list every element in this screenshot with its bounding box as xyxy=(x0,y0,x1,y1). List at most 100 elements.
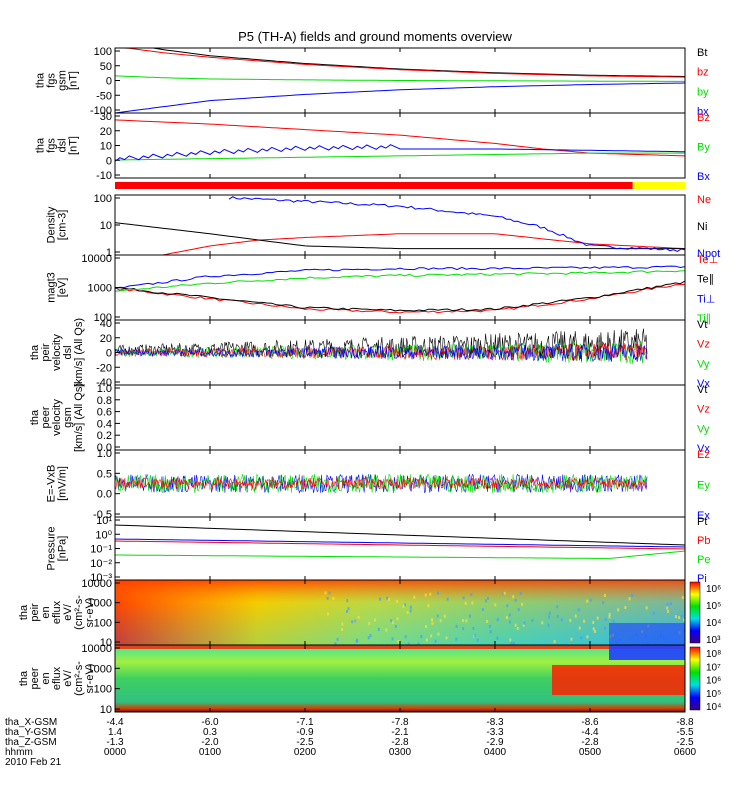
spectrogram-speckle xyxy=(548,611,551,615)
spectrogram-speckle xyxy=(346,609,349,613)
spectrogram-speckle xyxy=(462,596,465,600)
y-tick-label: 100 xyxy=(94,617,112,629)
spectrogram-speckle xyxy=(580,636,583,640)
y-axis-label: gsm xyxy=(57,70,69,91)
legend-By: By xyxy=(697,142,710,154)
colorbar-p10 xyxy=(689,646,701,711)
y-tick-label: 10 xyxy=(100,220,112,232)
y-tick-label: 10000 xyxy=(81,253,112,265)
panel-p2 xyxy=(114,119,686,162)
spectrogram-speckle xyxy=(608,615,611,619)
spectrogram-speckle xyxy=(374,618,377,622)
spectrogram-speckle xyxy=(624,605,627,609)
y-tick-label: 10000 xyxy=(81,578,112,590)
x-row-value: -3.3 xyxy=(486,727,504,738)
y-axis-label: [km/s] (All Qs) xyxy=(73,383,85,452)
spectrogram-speckle xyxy=(391,637,394,641)
spectrogram-speckle xyxy=(512,642,515,646)
y-tick-label: -100 xyxy=(90,105,112,117)
legend-Vy: Vy xyxy=(697,358,710,370)
spectrogram-speckle xyxy=(386,596,389,600)
y-tick-label: 1000 xyxy=(88,598,112,610)
x-row-value: 0100 xyxy=(199,747,222,758)
spectrogram-speckle xyxy=(406,610,409,614)
spectrogram-speckle xyxy=(445,636,448,640)
spectrogram-speckle xyxy=(514,623,517,627)
y-axis-label: E=-VxB xyxy=(46,465,58,503)
panel-p1 xyxy=(114,47,686,114)
mode-bar-yellow xyxy=(632,182,685,189)
spectrogram-speckle xyxy=(608,612,611,616)
spectrogram-speckle xyxy=(503,591,506,595)
y-axis-label: [nT] xyxy=(68,71,80,90)
y-axis-label: fgs xyxy=(46,138,58,153)
legend-Bz: Bz xyxy=(697,112,710,124)
spectrogram-speckle xyxy=(437,632,440,636)
x-row-value: -0.9 xyxy=(296,727,314,738)
spectrogram-speckle xyxy=(424,593,427,597)
panel-p7 xyxy=(114,473,648,494)
panel-p5 xyxy=(114,328,648,365)
spectrogram-speckle xyxy=(464,601,467,605)
y-axis-label: tha xyxy=(29,344,41,360)
y-tick-label: 100 xyxy=(94,46,112,58)
x-row-value: -2.8 xyxy=(581,737,599,748)
spectrogram-speckle xyxy=(489,630,492,634)
spectrogram-speckle xyxy=(396,599,399,603)
mode-bar-red xyxy=(115,182,633,189)
spectrogram-speckle xyxy=(488,624,491,628)
figure-title: P5 (TH-A) fields and ground moments over… xyxy=(238,29,512,44)
panel-frame xyxy=(114,516,686,581)
y-axis-label: tha xyxy=(18,670,30,686)
spectrogram-speckle xyxy=(326,596,329,600)
y-axis-label: [eV] xyxy=(57,278,69,298)
spectrogram-electron-blue xyxy=(609,645,685,660)
spectrogram-speckle xyxy=(336,637,339,641)
x-row-value: -4.4 xyxy=(581,727,599,738)
spectrogram-speckle xyxy=(356,638,359,642)
colorbar-tick-label: 10⁶ xyxy=(706,676,721,687)
y-axis-label: (cm²-s- xyxy=(73,661,85,696)
x-row-value: -1.3 xyxy=(106,737,124,748)
y-axis-label: en xyxy=(40,672,52,684)
y-axis-label: velocity xyxy=(51,334,63,371)
series-Te∥-line xyxy=(114,280,686,312)
legend-Vt: Vt xyxy=(697,319,707,331)
y-axis-label: (cm²-s- xyxy=(73,595,85,630)
y-tick-label: 10 xyxy=(100,141,112,153)
legend-Vt: Vt xyxy=(697,384,707,396)
x-row-value: -8.8 xyxy=(676,717,694,728)
spectrogram-speckle xyxy=(326,612,329,616)
spectrogram-speckle xyxy=(578,626,581,630)
spectrogram-speckle xyxy=(369,634,372,638)
colorbar-tick-label: 10⁷ xyxy=(706,662,721,673)
spectrogram-speckle xyxy=(510,641,513,645)
y-axis-label: eV/ xyxy=(62,603,74,620)
spectrogram-speckle xyxy=(502,592,505,596)
legend-Bx: Bx xyxy=(697,171,710,183)
spectrogram-speckle xyxy=(390,619,393,623)
series-red-pressure xyxy=(114,540,686,550)
legend-Vz: Vz xyxy=(697,339,710,351)
panel-frame xyxy=(114,384,686,451)
spectrogram-speckle xyxy=(436,591,439,595)
spectrogram-speckle xyxy=(494,603,497,607)
spectrogram-speckle xyxy=(516,627,519,631)
spectrogram-speckle xyxy=(667,609,670,613)
y-axis-label: dsl xyxy=(62,345,74,359)
x-row-value: 0300 xyxy=(389,747,412,758)
series-red-trace xyxy=(114,477,648,490)
y-axis-label: [mV/m] xyxy=(57,466,69,501)
spectrogram-speckle xyxy=(541,621,544,625)
y-axis-label: magt3 xyxy=(46,272,58,303)
spectrogram-speckle xyxy=(394,624,397,628)
y-tick-label: -0.5 xyxy=(93,509,112,521)
spectrogram-speckle xyxy=(462,627,465,631)
x-row-value: 0.3 xyxy=(203,727,217,738)
y-axis-label: eflux xyxy=(51,666,63,690)
y-axis-label: tha xyxy=(29,409,41,425)
x-row-value: -2.0 xyxy=(201,737,219,748)
spectrogram-speckle xyxy=(347,607,350,611)
y-axis-label: en xyxy=(40,606,52,618)
series-bx-line xyxy=(114,82,686,114)
